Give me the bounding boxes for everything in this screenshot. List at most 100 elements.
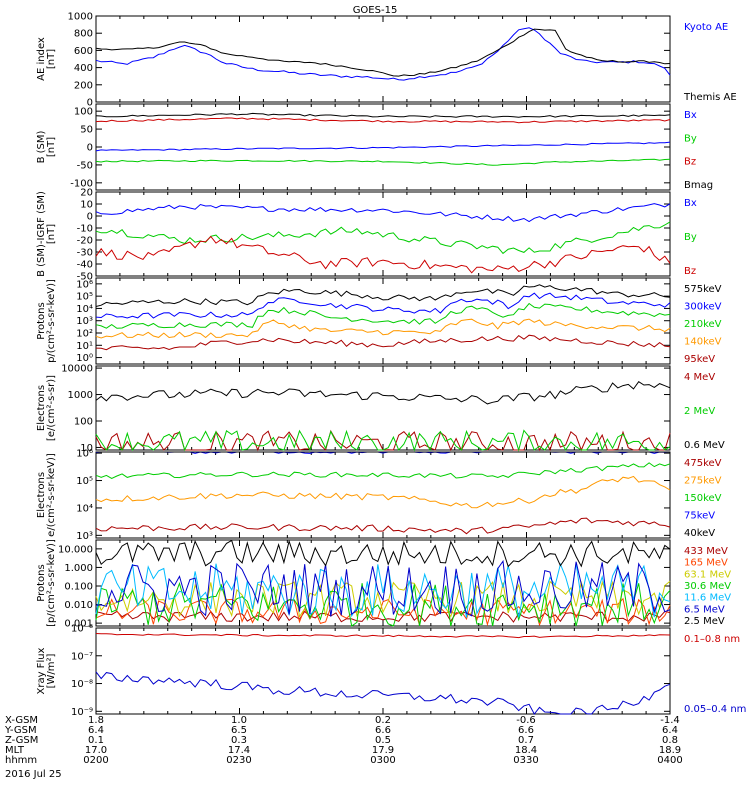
y-tick-label: 10⁰ xyxy=(76,353,93,364)
footer-value: 18.4 xyxy=(515,745,537,756)
series-line xyxy=(95,158,671,166)
legend-label: By xyxy=(684,133,697,144)
footer-value: 0300 xyxy=(370,755,395,766)
legend-label: 95keV xyxy=(684,354,715,365)
y-tick-label: -20 xyxy=(77,236,93,247)
series-line xyxy=(95,462,671,479)
y-tick-label: 10000 xyxy=(61,364,93,375)
legend-label: Themis AE xyxy=(683,92,737,103)
footer-value: 0.2 xyxy=(375,715,391,726)
legend-label: Kyoto AE xyxy=(684,22,728,33)
series-line xyxy=(95,559,671,617)
legend-label: Bz xyxy=(684,266,696,277)
panel-frame xyxy=(95,627,671,715)
legend-label: 63.1 MeV xyxy=(684,569,731,580)
legend-label: 6.5 MeV xyxy=(684,604,725,615)
y-tick-label: -50 xyxy=(77,272,93,283)
footer-value: 0.3 xyxy=(231,735,247,746)
y-tick-label: 0 xyxy=(87,212,93,223)
series-line xyxy=(95,610,671,623)
y-tick-label: 1000 xyxy=(68,12,93,23)
y-axis-label: [W/m²] xyxy=(46,653,57,688)
series-line xyxy=(95,581,671,627)
panel-frame xyxy=(95,191,671,277)
y-tick-label: 200 xyxy=(74,80,93,91)
legend-label: 575keV xyxy=(684,284,722,295)
legend-label: 0.1–0.8 nm xyxy=(684,634,740,645)
y-tick-label: 50 xyxy=(80,125,93,136)
y-tick-label: -30 xyxy=(77,248,93,259)
series-line xyxy=(95,334,671,351)
footer-value: 6.6 xyxy=(375,725,391,736)
footer-value: 0330 xyxy=(513,755,538,766)
footer-value: 6.6 xyxy=(518,725,534,736)
footer-row-label: Y-GSM xyxy=(4,725,37,736)
panel-frame xyxy=(95,15,671,103)
legend-label: 140keV xyxy=(684,337,722,348)
y-tick-label: 0 xyxy=(87,98,93,109)
y-tick-label: 400 xyxy=(74,63,93,74)
y-axis-label: p/(cm²-s-sr-keV)] xyxy=(46,279,57,363)
y-tick-label: -10 xyxy=(77,224,93,235)
chart-title: GOES-15 xyxy=(353,5,398,16)
footer-value: 0230 xyxy=(226,755,251,766)
y-axis-label: B (SM)-IGRF (SM) xyxy=(36,191,47,277)
legend-label: 433 MeV xyxy=(684,546,728,557)
legend-label: 300keV xyxy=(684,302,722,313)
y-tick-label: 10¹ xyxy=(76,341,93,352)
y-axis-label: [nT] xyxy=(46,49,57,69)
y-tick-label: 10⁶ xyxy=(76,449,93,460)
series-line xyxy=(95,28,671,77)
legend-label: 150keV xyxy=(684,493,722,504)
y-tick-label: 0 xyxy=(87,143,93,154)
panel-frame xyxy=(95,365,671,451)
footer-value: 1.8 xyxy=(88,715,104,726)
legend-label: Bx xyxy=(684,198,697,209)
footer-value: 0.5 xyxy=(375,735,391,746)
footer-value: -1.4 xyxy=(660,715,680,726)
legend-label: 4 MeV xyxy=(684,372,715,383)
footer-value: 17.9 xyxy=(372,745,394,756)
y-tick-label: 10⁴ xyxy=(76,503,93,514)
legend-label: 2.5 MeV xyxy=(684,616,725,627)
footer-value: 6.4 xyxy=(88,725,104,736)
series-line xyxy=(95,539,671,568)
y-tick-label: 10 xyxy=(80,443,93,454)
y-axis-label: [nT] xyxy=(46,137,57,157)
y-tick-label: 0.010 xyxy=(64,600,93,611)
legend-label: Bmag xyxy=(684,180,713,191)
legend-label: By xyxy=(684,232,697,243)
y-axis-label: [e/(cm²-s-sr)] xyxy=(46,375,57,441)
footer-value: 0.7 xyxy=(518,735,534,746)
legend-label: 210keV xyxy=(684,319,722,330)
footer-value: 0.1 xyxy=(88,735,104,746)
y-tick-label: 1.000 xyxy=(64,563,93,574)
series-line xyxy=(95,671,671,715)
series-line xyxy=(95,318,671,339)
legend-label: 30.6 MeV xyxy=(684,581,731,592)
y-tick-label: 20 xyxy=(80,188,93,199)
y-tick-label: 0.100 xyxy=(64,581,93,592)
footer-value: 6.5 xyxy=(231,725,247,736)
footer-row-label: MLT xyxy=(5,745,25,756)
y-tick-label: 100 xyxy=(74,416,93,427)
y-tick-label: 10² xyxy=(76,329,93,340)
legend-label: 2 MeV xyxy=(684,406,715,417)
y-tick-label: 10⁴ xyxy=(76,304,93,315)
legend-label: 40keV xyxy=(684,528,715,539)
footer-value: 17.0 xyxy=(85,745,107,756)
y-axis-label: Electrons xyxy=(36,385,47,431)
footer-row-label: hhmm xyxy=(5,755,37,766)
footer-row-label: Z-GSM xyxy=(5,735,38,746)
series-line xyxy=(95,284,671,307)
y-tick-label: 10⁻⁶ xyxy=(71,624,93,635)
series-line xyxy=(95,475,671,509)
series-line xyxy=(95,141,671,152)
y-axis-label: Protons xyxy=(36,564,47,601)
y-axis-label: e/(cm²-s-sr-keV)] xyxy=(46,453,57,537)
legend-label: 275keV xyxy=(684,476,722,487)
y-tick-label: 10⁻⁷ xyxy=(71,651,93,662)
series-line xyxy=(95,292,671,319)
y-tick-label: 10³ xyxy=(76,531,93,542)
